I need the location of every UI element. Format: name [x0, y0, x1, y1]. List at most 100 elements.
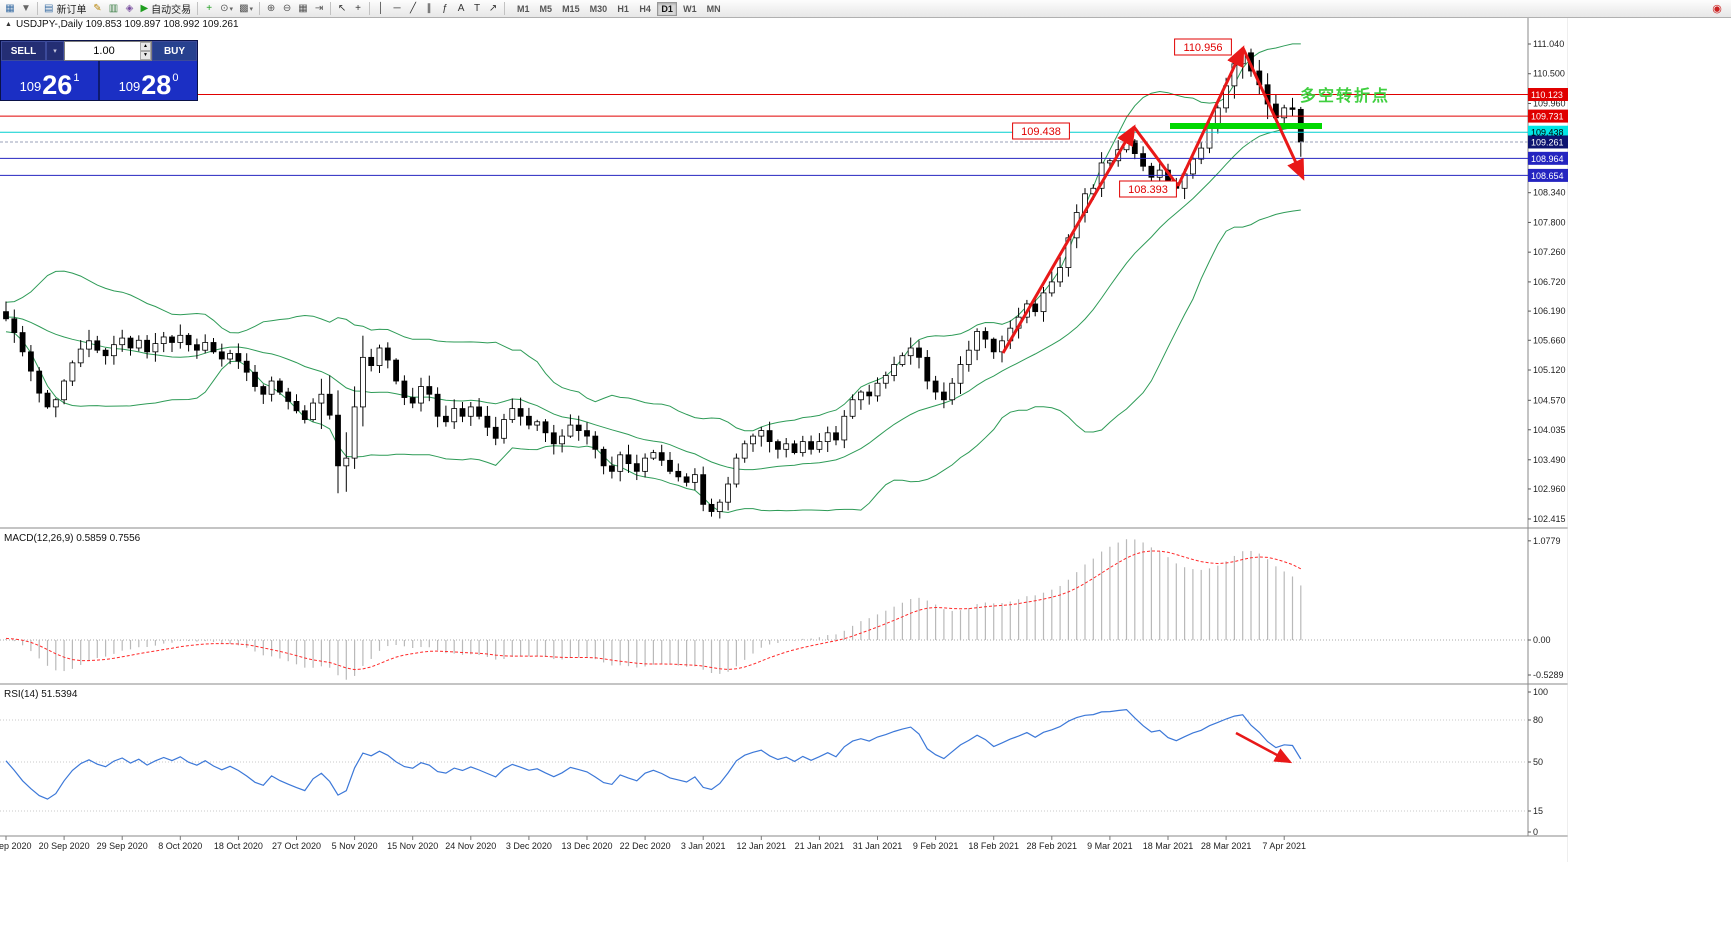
svg-text:106.720: 106.720: [1533, 277, 1566, 287]
cursor-button[interactable]: ↖: [334, 1, 350, 17]
timeframe-w1[interactable]: W1: [679, 2, 701, 16]
timeframe-h4[interactable]: H4: [635, 2, 655, 16]
svg-text:13 Dec 2020: 13 Dec 2020: [561, 841, 612, 851]
svg-text:15: 15: [1533, 806, 1543, 816]
sell-price-display[interactable]: 109 26 1: [1, 61, 100, 100]
trend-arrow[interactable]: [1241, 47, 1305, 181]
bollinger-middle-band: [5, 126, 1301, 471]
bull-bear-turning-point-note[interactable]: 多空转折点: [1300, 86, 1390, 105]
metaeditor-button[interactable]: ✎: [89, 1, 105, 17]
arrows-button[interactable]: ↗: [485, 1, 501, 17]
new-chart-button[interactable]: ▦: [2, 1, 18, 17]
sell-price-pips: 26: [42, 70, 73, 101]
horizontal-line-icon: ─: [393, 2, 401, 14]
toolbar-separator: [369, 2, 371, 15]
fibonacci-button[interactable]: ƒ: [437, 1, 453, 17]
timeframe-m30[interactable]: M30: [586, 2, 612, 16]
price-annotation-text: 108.393: [1128, 184, 1168, 196]
candles-layer: [3, 48, 1304, 519]
toolbar-separator: [504, 2, 506, 15]
svg-text:109.438: 109.438: [1531, 128, 1564, 138]
svg-text:18 Oct 2020: 18 Oct 2020: [214, 841, 263, 851]
templates-button[interactable]: ▩ ▾: [236, 1, 256, 17]
svg-text:108.964: 108.964: [1531, 154, 1564, 164]
zoom-out-button[interactable]: ⊖: [279, 1, 295, 17]
volume-down-button[interactable]: ▼: [140, 51, 151, 60]
svg-text:5 Nov 2020: 5 Nov 2020: [332, 841, 378, 851]
timeframe-m1[interactable]: M1: [513, 2, 534, 16]
timeframe-m5[interactable]: M5: [536, 2, 557, 16]
svg-text:9 Mar 2021: 9 Mar 2021: [1087, 841, 1133, 851]
buy-price-display[interactable]: 109 28 0: [100, 61, 197, 100]
sell-button[interactable]: SELL: [1, 41, 46, 61]
buy-price-prefix: 109: [118, 79, 141, 94]
autotrading-button[interactable]: ▶ 自动交易: [137, 1, 194, 17]
horizontal-line-button[interactable]: ─: [389, 1, 405, 17]
chart-title-text: USDJPY-,Daily 109.853 109.897 108.992 10…: [15, 19, 239, 30]
svg-text:7 Apr 2021: 7 Apr 2021: [1262, 841, 1306, 851]
buy-price-point: 0: [172, 72, 179, 84]
periods-button[interactable]: ⊙ ▾: [217, 1, 236, 17]
arrows-icon: ↗: [488, 2, 498, 14]
svg-text:105.120: 105.120: [1533, 365, 1566, 375]
buy-button[interactable]: BUY: [152, 41, 197, 61]
sell-price-point: 1: [73, 72, 80, 84]
timeframe-m15[interactable]: M15: [558, 2, 584, 16]
toolbar-separator: [197, 2, 199, 15]
trend-arrow[interactable]: [1176, 45, 1245, 187]
svg-text:0: 0: [1533, 827, 1538, 837]
chevron-down-icon: ▾: [229, 5, 234, 13]
zoom-in-button[interactable]: ⊕: [263, 1, 279, 17]
strategy-tester-button[interactable]: ◈: [121, 1, 137, 17]
text-button[interactable]: A: [453, 1, 469, 17]
svg-text:107.260: 107.260: [1533, 247, 1566, 257]
volume-input[interactable]: [65, 42, 151, 60]
trend-arrow[interactable]: [1001, 124, 1136, 354]
indicators-icon: +: [206, 2, 213, 14]
timeframe-h1[interactable]: H1: [613, 2, 633, 16]
price-annotation-box[interactable]: [1119, 180, 1177, 198]
metaeditor-icon: ✎: [93, 2, 102, 14]
indicators-button[interactable]: +: [201, 1, 217, 17]
macd-signal-line: [5, 550, 1302, 671]
label-button[interactable]: T: [469, 1, 485, 17]
sell-dropdown-button[interactable]: ▾: [46, 41, 64, 61]
svg-text:108.654: 108.654: [1531, 171, 1564, 181]
svg-text:27 Oct 2020: 27 Oct 2020: [272, 841, 321, 851]
new-order-button[interactable]: ▤ 新订单: [41, 1, 89, 17]
support-highlight-bar[interactable]: [1170, 123, 1322, 129]
symbol-arrow-icon: ▲: [5, 21, 12, 28]
toolbar-separator: [259, 2, 261, 15]
level-lines[interactable]: 110.123109.731109.438109.261108.964108.6…: [0, 87, 1568, 182]
volume-up-button[interactable]: ▲: [140, 42, 151, 51]
price-annotation-box[interactable]: [1012, 122, 1070, 140]
vertical-line-button[interactable]: │: [373, 1, 389, 17]
label-icon: T: [473, 2, 481, 14]
svg-text:107.800: 107.800: [1533, 217, 1566, 227]
channel-button[interactable]: ∥: [421, 1, 437, 17]
favorites-button[interactable]: ◉: [1707, 1, 1727, 16]
date-axis[interactable]: 10 Sep 2020 20 Sep 2020 29 Sep 2020 8 Oct 2…: [0, 836, 1306, 851]
auto-scroll-button[interactable]: ⇥: [311, 1, 327, 17]
svg-text:105.660: 105.660: [1533, 335, 1566, 345]
svg-text:104.570: 104.570: [1533, 395, 1566, 405]
price-annotation-box[interactable]: [1174, 38, 1232, 56]
terminal-button[interactable]: ▥: [105, 1, 121, 17]
volume-stepper: ▲ ▼: [140, 42, 151, 60]
rsi-down-arrow[interactable]: [1235, 731, 1293, 764]
trendline-icon: ╱: [410, 2, 417, 14]
svg-text:80: 80: [1533, 715, 1543, 725]
trend-arrow[interactable]: [1132, 126, 1180, 187]
price-scale[interactable]: 111.040 110.500 109.960 108.340 107.800 107.2…: [1528, 39, 1566, 837]
svg-text:106.190: 106.190: [1533, 306, 1566, 316]
trendline-button[interactable]: ╱: [405, 1, 421, 17]
terminal-icon: ▥: [108, 2, 119, 14]
timeframe-d1[interactable]: D1: [657, 1, 678, 16]
svg-text:10 Sep 2020: 10 Sep 2020: [0, 841, 32, 851]
svg-text:20 Sep 2020: 20 Sep 2020: [39, 841, 90, 851]
chart-canvas[interactable]: 111.040 110.500 109.960 108.340 107.800 107.2…: [0, 0, 1568, 862]
tile-windows-button[interactable]: ▦: [295, 1, 311, 17]
crosshair-button[interactable]: +: [350, 1, 366, 17]
timeframe-mn[interactable]: MN: [703, 2, 725, 16]
profiles-button[interactable]: ▼: [18, 1, 34, 17]
